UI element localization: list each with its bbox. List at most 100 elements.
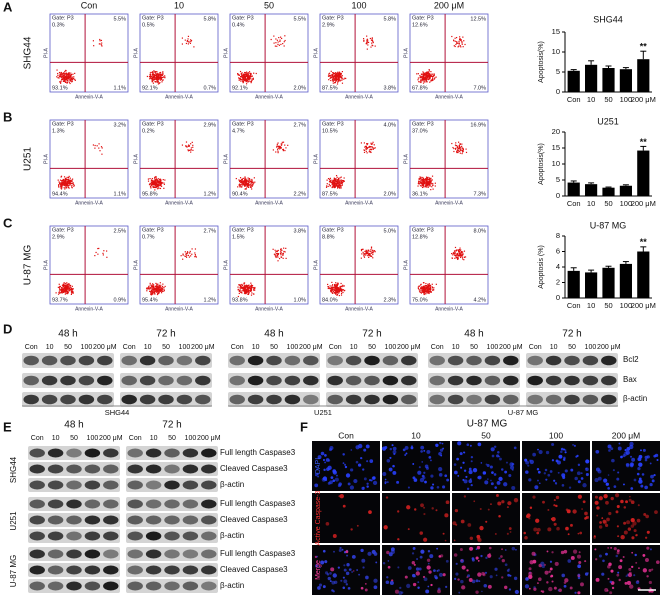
event-dot bbox=[339, 177, 340, 178]
blot-band bbox=[448, 356, 463, 366]
cell bbox=[638, 479, 642, 483]
quadrant-value: 0.3% bbox=[52, 22, 65, 28]
lane-label: 50 bbox=[70, 435, 78, 442]
event-dot bbox=[423, 286, 424, 287]
blot-band bbox=[183, 582, 198, 591]
blot-band bbox=[285, 395, 300, 405]
event-dot bbox=[330, 80, 331, 81]
cell bbox=[494, 486, 497, 489]
event-dot bbox=[429, 82, 430, 83]
event-dot bbox=[248, 73, 249, 74]
blot-band bbox=[346, 356, 361, 366]
cell bbox=[436, 548, 438, 550]
cell bbox=[558, 472, 560, 474]
cell bbox=[372, 477, 375, 480]
cell bbox=[528, 572, 532, 576]
event-dot bbox=[432, 185, 433, 186]
event-dot bbox=[248, 187, 249, 188]
event-dot bbox=[337, 83, 338, 84]
blot-band bbox=[158, 376, 173, 386]
event-dot bbox=[101, 40, 102, 41]
event-dot bbox=[336, 184, 337, 185]
blot-band bbox=[503, 376, 518, 386]
event-dot bbox=[451, 143, 452, 144]
event-dot bbox=[188, 42, 189, 43]
event-dot bbox=[284, 40, 285, 41]
dose-label: 10 bbox=[174, 0, 184, 10]
event-dot bbox=[365, 255, 366, 256]
cell bbox=[423, 450, 425, 452]
event-dot bbox=[372, 45, 373, 46]
event-dot bbox=[330, 185, 331, 186]
blot-band bbox=[23, 376, 38, 386]
event-dot bbox=[238, 179, 239, 180]
cell bbox=[628, 568, 631, 571]
event-dot bbox=[247, 285, 248, 286]
event-dot bbox=[184, 256, 185, 257]
event-dot bbox=[69, 82, 70, 83]
cell bbox=[494, 473, 497, 476]
event-dot bbox=[252, 186, 253, 187]
cell bbox=[429, 554, 433, 558]
event-dot bbox=[148, 178, 149, 179]
blot-band bbox=[266, 356, 281, 366]
lane-label: Con bbox=[31, 435, 44, 442]
micrograph bbox=[452, 493, 520, 543]
cell bbox=[639, 455, 643, 459]
dose-label: 200 μM bbox=[434, 0, 464, 10]
event-dot bbox=[61, 289, 62, 290]
blot-band bbox=[48, 481, 63, 490]
event-dot bbox=[146, 288, 147, 289]
event-dot bbox=[455, 44, 456, 45]
blot-band bbox=[127, 516, 142, 525]
event-dot bbox=[326, 185, 327, 186]
event-dot bbox=[420, 80, 421, 81]
event-dot bbox=[277, 260, 278, 261]
cell bbox=[325, 571, 328, 574]
quadrant-value: 4.7% bbox=[232, 128, 245, 134]
cell bbox=[420, 550, 424, 554]
cell bbox=[485, 572, 487, 574]
cell bbox=[577, 564, 581, 568]
cell bbox=[620, 456, 623, 459]
panel-label: A bbox=[3, 0, 13, 14]
cell bbox=[469, 470, 473, 474]
cell bbox=[439, 573, 443, 577]
cell bbox=[390, 581, 394, 585]
event-dot bbox=[239, 181, 240, 182]
event-dot bbox=[338, 288, 339, 289]
cell bbox=[388, 566, 391, 569]
cell bbox=[469, 468, 472, 471]
cell bbox=[475, 590, 478, 593]
cell bbox=[581, 508, 583, 510]
event-dot bbox=[241, 290, 242, 291]
event-dot bbox=[157, 289, 158, 290]
blot-band bbox=[29, 481, 44, 490]
cell bbox=[506, 462, 508, 464]
event-dot bbox=[152, 293, 153, 294]
blot-band bbox=[60, 356, 75, 366]
event-dot bbox=[150, 78, 151, 79]
cell bbox=[439, 473, 443, 477]
cell bbox=[455, 573, 458, 576]
time-label: 48 h bbox=[64, 420, 83, 431]
event-dot bbox=[63, 81, 64, 82]
event-dot bbox=[58, 287, 59, 288]
event-dot bbox=[273, 43, 274, 44]
event-dot bbox=[241, 186, 242, 187]
y-axis-label: PI-A bbox=[223, 47, 229, 57]
event-dot bbox=[273, 249, 274, 250]
event-dot bbox=[336, 80, 337, 81]
quadrant-value: 3.8% bbox=[383, 85, 396, 91]
cell bbox=[348, 587, 351, 590]
event-dot bbox=[457, 149, 458, 150]
cell bbox=[324, 454, 327, 457]
protein-label: Full length Caspase3 bbox=[220, 448, 296, 457]
blot-band bbox=[164, 500, 179, 509]
lane-label: Con bbox=[123, 344, 136, 351]
event-dot bbox=[243, 75, 244, 76]
event-dot bbox=[186, 43, 187, 44]
cell bbox=[554, 523, 557, 526]
cell bbox=[342, 549, 344, 551]
event-dot bbox=[283, 142, 284, 143]
